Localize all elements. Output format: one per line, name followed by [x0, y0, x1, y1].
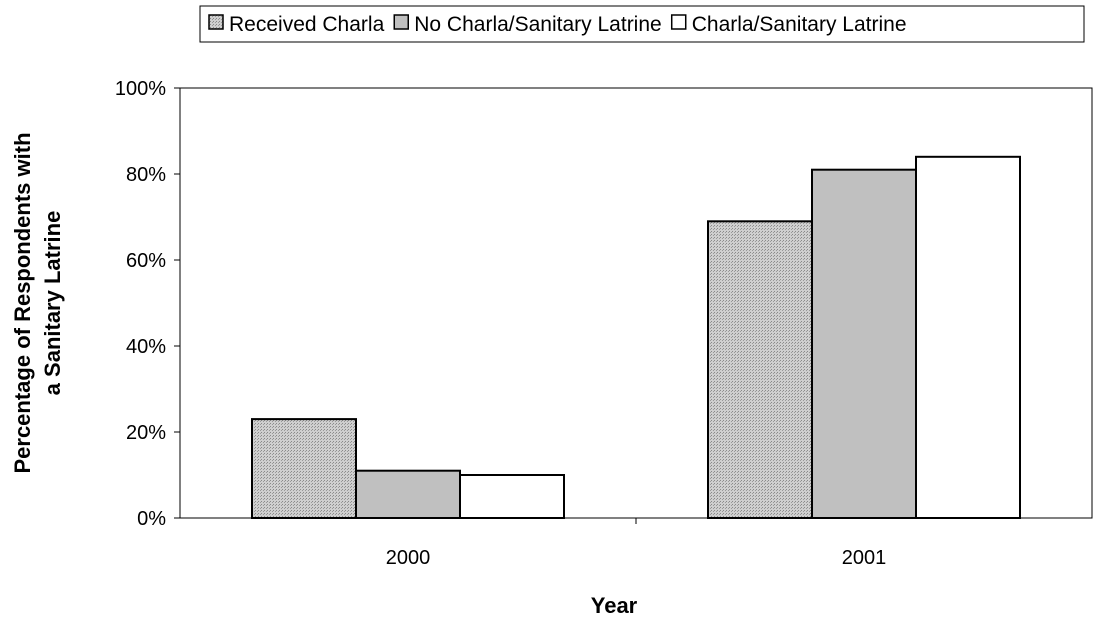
bar-received-charla-2000 — [251, 418, 357, 520]
y-axis-title-text: Percentage of Respondents with a Sanitary… — [10, 132, 65, 473]
y-axis-title-line: Percentage of Respondents with — [10, 132, 35, 473]
bar-charla-sanitary-latrine-2001 — [915, 155, 1021, 520]
plot-area: 0% 20% 40% 60% 80% 100% 2000 2001 — [115, 78, 1093, 569]
legend-label: Received Charla — [229, 13, 385, 36]
y-tick-label: 40% — [126, 336, 166, 358]
y-tick-label: 80% — [126, 164, 166, 186]
x-tick-label: 2001 — [842, 547, 887, 569]
bar-no-charla-sanitary-latrine-2001 — [811, 168, 917, 519]
legend-swatch — [208, 14, 224, 30]
bar-charla-sanitary-latrine-2000 — [459, 474, 565, 519]
legend-swatch — [670, 14, 687, 30]
x-axis-title: Year — [591, 593, 638, 618]
legend: Received Charla No Charla/Sanitary Latrin… — [199, 5, 1085, 43]
legend-box — [199, 5, 1085, 43]
y-axis-title: Percentage of Respondents with a Sanitary… — [10, 132, 65, 473]
x-tick-label: 2000 — [386, 547, 431, 569]
y-tick-label: 20% — [126, 422, 166, 444]
y-tick-label: 60% — [126, 250, 166, 272]
y-tick-label: 0% — [137, 508, 166, 530]
legend-swatch — [393, 14, 409, 30]
bar-no-charla-sanitary-latrine-2000 — [355, 469, 461, 520]
y-tick-label: 100% — [115, 78, 166, 100]
bar-received-charla-2001 — [707, 220, 813, 520]
legend-label: No Charla/Sanitary Latrine — [414, 13, 661, 36]
y-axis-title-line: a Sanitary Latrine — [40, 211, 65, 396]
legend-label: Charla/Sanitary Latrine — [692, 13, 907, 36]
